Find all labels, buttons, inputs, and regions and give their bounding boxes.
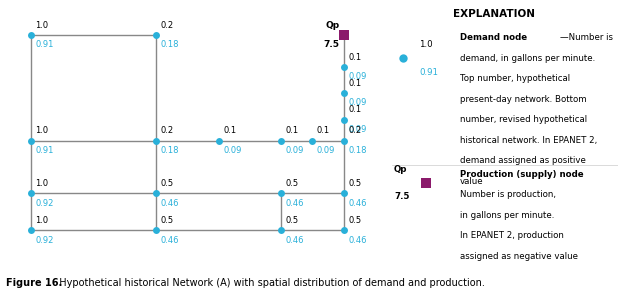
Text: 0.5: 0.5 bbox=[161, 179, 174, 188]
Text: 0.46: 0.46 bbox=[286, 199, 304, 208]
Text: demand, in gallons per minute.: demand, in gallons per minute. bbox=[460, 54, 595, 63]
Text: 0.1: 0.1 bbox=[348, 105, 361, 114]
Text: 0.09: 0.09 bbox=[348, 99, 366, 107]
Text: 0.92: 0.92 bbox=[35, 199, 54, 208]
Text: 0.09: 0.09 bbox=[348, 72, 366, 81]
Text: 0.2: 0.2 bbox=[161, 126, 174, 135]
Text: 1.0: 1.0 bbox=[419, 40, 433, 49]
Text: 0.46: 0.46 bbox=[286, 236, 304, 245]
Text: 0.46: 0.46 bbox=[348, 199, 366, 208]
Text: 0.18: 0.18 bbox=[161, 146, 179, 155]
Text: historical network. In EPANET 2,: historical network. In EPANET 2, bbox=[460, 136, 597, 145]
Text: 0.1: 0.1 bbox=[317, 126, 330, 135]
Text: 1.0: 1.0 bbox=[35, 21, 49, 30]
Text: value: value bbox=[460, 177, 484, 186]
Text: 0.91: 0.91 bbox=[35, 146, 54, 155]
Text: Qp: Qp bbox=[326, 21, 339, 30]
Text: 0.5: 0.5 bbox=[348, 216, 361, 225]
Text: 0.46: 0.46 bbox=[348, 236, 366, 245]
Text: 0.09: 0.09 bbox=[286, 146, 304, 155]
Text: 0.09: 0.09 bbox=[317, 146, 335, 155]
Text: 1.0: 1.0 bbox=[35, 179, 49, 188]
Text: 0.1: 0.1 bbox=[286, 126, 299, 135]
Text: Production (supply) node: Production (supply) node bbox=[460, 170, 583, 179]
Text: 0.18: 0.18 bbox=[161, 40, 179, 50]
Text: demand assigned as positive: demand assigned as positive bbox=[460, 156, 586, 165]
Text: 0.2: 0.2 bbox=[348, 126, 361, 135]
Text: 0.46: 0.46 bbox=[161, 199, 179, 208]
Text: In EPANET 2, production: In EPANET 2, production bbox=[460, 232, 564, 240]
Text: Figure 16.: Figure 16. bbox=[6, 278, 63, 288]
Text: 0.92: 0.92 bbox=[35, 236, 54, 245]
Text: 0.46: 0.46 bbox=[161, 236, 179, 245]
Text: in gallons per minute.: in gallons per minute. bbox=[460, 211, 554, 220]
Text: number, revised hypothetical: number, revised hypothetical bbox=[460, 115, 587, 124]
Text: 0.91: 0.91 bbox=[35, 40, 54, 50]
Text: 1.0: 1.0 bbox=[35, 126, 49, 135]
Text: Hypothetical historical Network (A) with spatial distribution of demand and prod: Hypothetical historical Network (A) with… bbox=[53, 278, 485, 288]
Text: Qp: Qp bbox=[394, 165, 407, 174]
Text: 7.5: 7.5 bbox=[394, 192, 409, 201]
Text: 0.5: 0.5 bbox=[286, 216, 299, 225]
Text: 0.1: 0.1 bbox=[348, 53, 361, 62]
Text: assigned as negative value: assigned as negative value bbox=[460, 252, 578, 261]
Text: 0.2: 0.2 bbox=[161, 21, 174, 30]
Text: 0.1: 0.1 bbox=[223, 126, 236, 135]
Text: 0.1: 0.1 bbox=[348, 79, 361, 88]
Text: 0.18: 0.18 bbox=[348, 146, 366, 155]
Text: Top number, hypothetical: Top number, hypothetical bbox=[460, 74, 570, 83]
Text: present-day network. Bottom: present-day network. Bottom bbox=[460, 95, 587, 104]
Text: 0.5: 0.5 bbox=[161, 216, 174, 225]
Text: 0.5: 0.5 bbox=[286, 179, 299, 188]
Text: Number is production,: Number is production, bbox=[460, 191, 556, 199]
Text: 0.91: 0.91 bbox=[419, 68, 438, 77]
Text: EXPLANATION: EXPLANATION bbox=[453, 9, 534, 19]
Text: Demand node: Demand node bbox=[460, 33, 527, 42]
Text: 0.09: 0.09 bbox=[223, 146, 241, 155]
Text: 0.5: 0.5 bbox=[348, 179, 361, 188]
Text: 1.0: 1.0 bbox=[35, 216, 49, 225]
Text: —Number is: —Number is bbox=[560, 33, 613, 42]
Text: 7.5: 7.5 bbox=[324, 40, 339, 50]
Text: 0.09: 0.09 bbox=[348, 125, 366, 134]
